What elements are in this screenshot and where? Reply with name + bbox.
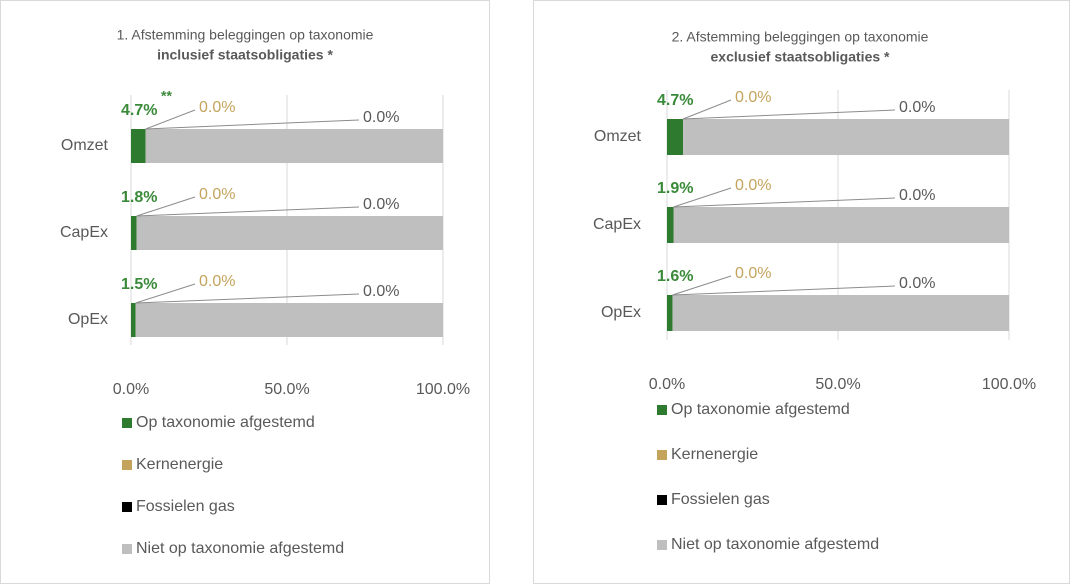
leader-line [135,283,196,304]
x-tick-label: 50.0% [264,381,309,398]
data-label: 0.0% [199,99,235,116]
data-label: 4.7% [121,102,157,119]
category-label: OpEx [68,311,108,328]
x-tick-label: 0.0% [649,376,685,393]
data-label: 0.0% [199,273,235,290]
bar-segment [131,129,146,163]
leader-line [136,196,196,217]
bar-segment [683,119,1009,155]
legend-label: Kernenergie [671,446,758,463]
data-label: 0.0% [735,265,771,282]
data-label: 0.0% [199,186,235,203]
bar-segment [145,129,443,163]
leader-line [672,275,732,296]
bar-segment [135,303,443,337]
data-label: 0.0% [899,187,935,204]
chart-subtitle: inclusief staatsobligaties * [157,47,333,63]
bar-segment [131,303,136,337]
legend-swatch [657,540,667,550]
category-label: Omzet [61,137,109,154]
leader-line [673,187,732,208]
bar-segment [131,216,137,250]
bar-segment [136,216,443,250]
legend-label: Niet op taxonomie afgestemd [671,536,879,553]
data-label: 0.0% [735,89,771,106]
legend-swatch [122,544,132,554]
leader-line [682,99,732,120]
x-tick-label: 50.0% [815,376,860,393]
data-label: 1.8% [121,189,157,206]
leader-line [672,285,896,296]
panel [533,0,1070,584]
category-label: CapEx [593,216,641,233]
legend-label: Fossielen gas [136,498,235,515]
data-label: 1.9% [657,180,693,197]
data-label: 1.6% [657,268,693,285]
x-tick-label: 100.0% [416,381,470,398]
leader-line [135,293,360,304]
chart-subtitle: exclusief staatsobligaties * [711,49,891,65]
legend-swatch [122,460,132,470]
category-label: CapEx [60,224,108,241]
legend-label: Op taxonomie afgestemd [136,414,315,431]
data-label: 0.0% [899,99,935,116]
bar-segment [667,207,674,243]
leader-line [145,119,360,130]
data-label: 0.0% [363,109,399,126]
leader-line [683,109,896,120]
chart-title: 1. Afstemming beleggingen op taxonomie [117,27,374,43]
data-label: 0.0% [735,177,771,194]
annotation: ** [161,88,172,104]
legend-label: Op taxonomie afgestemd [671,401,850,418]
legend-swatch [657,405,667,415]
leader-line [136,206,360,217]
legend-label: Fossielen gas [671,491,770,508]
bar-segment [667,119,684,155]
leader-line [673,197,896,208]
legend-swatch [122,502,132,512]
x-tick-label: 0.0% [113,381,149,398]
data-label: 0.0% [899,275,935,292]
bar-segment [667,295,673,331]
legend-swatch [657,495,667,505]
legend-swatch [122,418,132,428]
legend-label: Kernenergie [136,456,223,473]
bar-segment [672,295,1009,331]
category-label: OpEx [601,304,641,321]
legend-swatch [657,450,667,460]
bar-segment [673,207,1009,243]
panel [0,0,490,584]
x-tick-label: 100.0% [982,376,1036,393]
leader-line [145,109,196,130]
legend-label: Niet op taxonomie afgestemd [136,540,344,557]
data-label: 4.7% [657,92,693,109]
data-label: 0.0% [363,283,399,300]
data-label: 1.5% [121,276,157,293]
chart-title: 2. Afstemming beleggingen op taxonomie [672,29,929,45]
data-label: 0.0% [363,196,399,213]
category-label: Omzet [594,128,642,145]
